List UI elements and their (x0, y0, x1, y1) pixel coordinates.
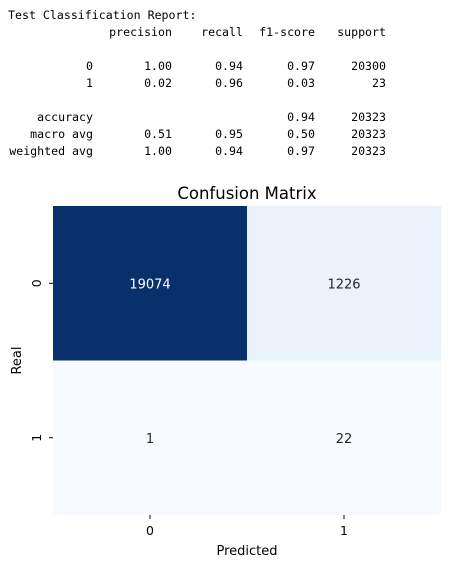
cell-recall: 0.95 (215, 127, 243, 141)
x-tick-label: 1 (340, 523, 348, 538)
y-tick-label: 1 (29, 434, 44, 442)
cell-support: 23 (372, 76, 386, 90)
cell-precision: 0.02 (144, 76, 172, 90)
header-recall: recall (201, 25, 243, 39)
cell-value-label: 19074 (129, 277, 170, 292)
cell-precision: 0.51 (144, 127, 172, 141)
x-tick-label: 0 (146, 523, 154, 538)
cell-value-label: 1 (146, 432, 154, 447)
cell-f1: 0.03 (287, 76, 315, 90)
cell-f1: 0.97 (287, 59, 315, 73)
cell-value-label: 1226 (327, 277, 360, 292)
cell-f1: 0.94 (287, 110, 315, 124)
row-label: 1 (86, 76, 93, 90)
heatmap-cell (53, 360, 247, 515)
classification-report: Test Classification Report: precision re… (0, 0, 455, 170)
cell-f1: 0.50 (287, 127, 315, 141)
cell-support: 20323 (351, 110, 386, 124)
heatmap-cell (53, 206, 247, 361)
chart-title: Confusion Matrix (177, 184, 317, 203)
cell-support: 20323 (351, 127, 386, 141)
row-label: macro avg (30, 127, 93, 141)
cell-recall: 0.94 (215, 144, 243, 158)
cell-recall: 0.94 (215, 59, 243, 73)
heatmap-cell (247, 206, 441, 361)
header-f1-score: f1-score (259, 25, 315, 39)
cell-precision: 1.00 (144, 59, 172, 73)
y-tick-label: 0 (29, 279, 44, 287)
heatmap-cell (247, 360, 441, 515)
cell-support: 20300 (351, 59, 386, 73)
cell-recall: 0.96 (215, 76, 243, 90)
row-label: 0 (86, 59, 93, 73)
row-label: accuracy (37, 110, 93, 124)
cell-support: 20323 (351, 144, 386, 158)
cell-value-label: 22 (336, 432, 353, 447)
report-title: Test Classification Report: (8, 8, 197, 22)
y-axis-label: Real (10, 346, 25, 374)
header-support: support (337, 25, 386, 39)
x-axis-label: Predicted (216, 544, 277, 559)
cell-precision: 1.00 (144, 144, 172, 158)
header-precision: precision (109, 25, 172, 39)
cell-f1: 0.97 (287, 144, 315, 158)
row-label: weighted avg (9, 144, 93, 158)
